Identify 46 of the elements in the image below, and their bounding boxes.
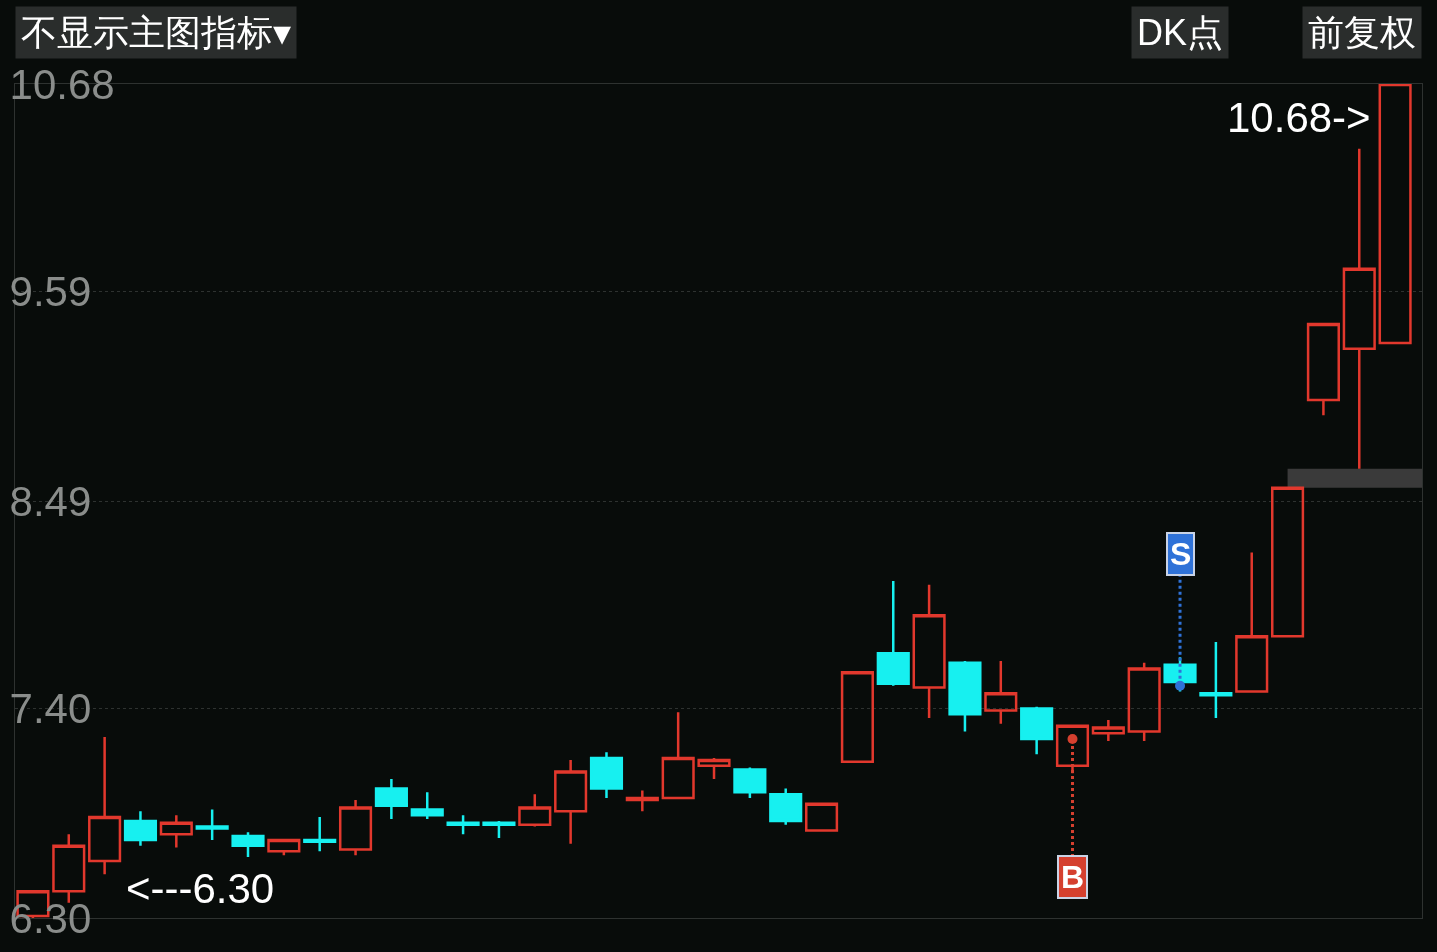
candlestick (769, 787, 803, 826)
candlestick (1342, 147, 1376, 470)
candlestick (984, 659, 1018, 726)
candlestick (1235, 551, 1269, 693)
candlestick (1091, 718, 1125, 743)
annotation: 10.68-> (1227, 94, 1371, 141)
candlestick (303, 815, 337, 853)
candlestick (195, 808, 229, 842)
candlestick (1199, 640, 1233, 720)
text: S (1170, 536, 1192, 572)
candlestick (589, 751, 624, 800)
y-tick-label: 6.30 (9, 894, 92, 942)
candlestick (840, 671, 874, 764)
candlestick (912, 583, 946, 720)
candlestick (804, 802, 839, 832)
candlestick (1306, 322, 1340, 417)
candlestick (733, 766, 767, 800)
candlestick (52, 832, 86, 905)
y-tick-label: 10.68 (9, 60, 115, 108)
candlestick (267, 838, 301, 857)
candlestick (374, 777, 408, 821)
y-tick-label: 7.40 (9, 685, 92, 733)
candlestick (697, 756, 731, 781)
candlestick (231, 831, 265, 859)
text: 不显示主图指标▾ (21, 12, 292, 53)
text: B (1061, 859, 1085, 895)
candlestick (1378, 84, 1412, 345)
candlestick (1020, 705, 1054, 756)
candlestick (661, 711, 695, 800)
candlestick (159, 813, 193, 849)
candlestick (1271, 486, 1305, 638)
candlestick (554, 758, 588, 845)
text: DK点 (1137, 12, 1224, 53)
candlestick (1127, 661, 1161, 743)
text: 前复权 (1308, 12, 1416, 53)
candlestick (410, 791, 444, 821)
candlestick (338, 798, 373, 857)
y-tick-label: 8.49 (9, 477, 92, 525)
annotation: <---6.30 (126, 865, 275, 912)
candlestick (948, 659, 982, 733)
candlestick (876, 579, 910, 687)
candlestick (88, 735, 122, 876)
candlestick (518, 792, 552, 828)
y-tick-label: 9.59 (9, 268, 92, 316)
candlestick (123, 810, 158, 847)
candlestick (625, 789, 659, 813)
